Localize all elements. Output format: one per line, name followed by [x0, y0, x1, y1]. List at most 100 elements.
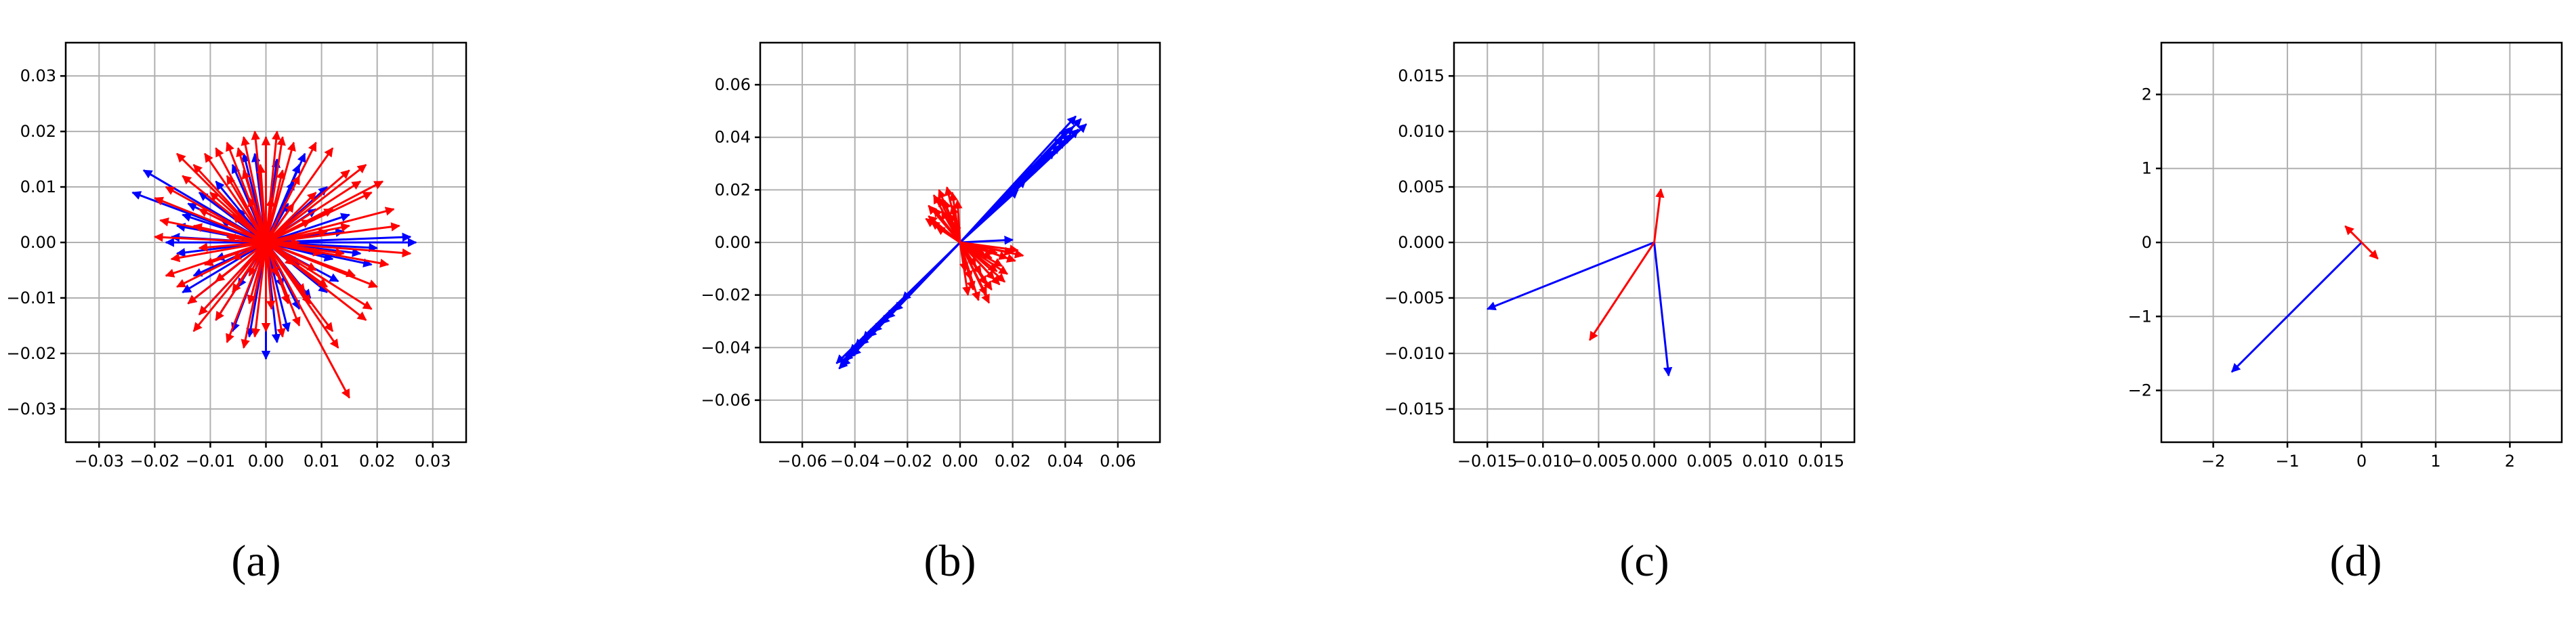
panel-a-arrow-1-72	[226, 233, 266, 244]
panel-a-arrow-1-19	[241, 135, 267, 243]
panel-b-arrow-1-41	[959, 241, 985, 254]
panel-a-ytick-label-4: 0.01	[20, 177, 56, 196]
panel-a-arrow-1-75	[265, 242, 279, 277]
panel-c-arrow-1-0	[1653, 188, 1665, 243]
panel-d: (d) −2 −1 0 1 2 −2 −1 0 1 2	[2128, 41, 2563, 586]
panel-d-xtick-label-4: 2	[2505, 452, 2515, 471]
panel-b-ticks: −0.06 −0.04 −0.02 0.00 0.02 0.04 0.06−0.06−0.0…	[701, 75, 1136, 471]
panel-c-xtick-label-1: −0.010	[1513, 452, 1573, 471]
panel-b-xtick-label-6: 0.06	[1100, 452, 1136, 471]
panel-d-xtick-label-0: −2	[2201, 452, 2225, 471]
panel-a-arrow-1-81	[192, 242, 267, 333]
panel-c-ytick-label-2: −0.005	[1384, 288, 1445, 307]
panel-d-ytick-label-4: 2	[2142, 85, 2152, 104]
panel-a-arrow-1-78	[265, 241, 373, 310]
panel-a-arrow-1-47	[265, 192, 317, 244]
panel-a-arrow-1-7	[266, 207, 395, 244]
panel-c-xtick-label-2: −0.005	[1569, 452, 1629, 471]
panel-c-caption: (c)	[1619, 536, 1669, 586]
panel-a-arrow-1-35	[226, 242, 267, 343]
panel-a-arrow-1-0	[265, 242, 350, 399]
panel-a-ytick-label-3: 0.00	[20, 233, 56, 252]
panel-b-arrow-1-36	[959, 241, 1005, 283]
panel-b-arrow-0-30	[901, 241, 961, 301]
panel-a-arrow-1-37	[251, 242, 267, 338]
panel-c-ytick-label-3: 0.000	[1398, 233, 1445, 252]
panel-a-ytick-label-0: −0.03	[6, 400, 56, 419]
panel-b-ytick-label-3: 0.00	[715, 233, 751, 252]
panel-a-arrow-1-50	[256, 163, 267, 243]
panel-c-xtick-label-3: 0.000	[1631, 452, 1678, 471]
panel-a-arrow-1-54	[198, 208, 267, 244]
panel-c-arrow-1-1	[1589, 242, 1655, 341]
panel-d-ytick-label-3: 1	[2142, 159, 2152, 178]
panel-c-xtick-label-4: 0.005	[1686, 452, 1733, 471]
panel-a-ticks: −0.03 −0.02 −0.01 0.00 0.01 0.02 0.03 −0.03 −0.0…	[6, 66, 451, 471]
panel-b-ytick-label-4: 0.02	[715, 180, 751, 199]
panel-b-ytick-label-2: −0.02	[701, 286, 751, 305]
panel-a-arrow-1-52	[226, 175, 267, 243]
panel-b-xtick-label-0: −0.06	[777, 452, 827, 471]
panel-d-xtick-label-2: 0	[2356, 452, 2367, 471]
panel-a-series-1	[153, 130, 412, 399]
panel-b-xtick-label-2: −0.02	[883, 452, 933, 471]
panel-a-arrow-1-63	[265, 242, 306, 293]
panel-c: (c) −0.015−0.010−0.005 0.000 0.005 0.010 0.0…	[1384, 41, 1856, 586]
panel-d-xtick-label-3: 1	[2430, 452, 2440, 471]
panel-a-arrow-1-48	[265, 175, 301, 243]
panel-a-xtick-label-0: −0.03	[74, 452, 124, 471]
panel-c-grid	[1454, 43, 1854, 442]
panel-b-series-0	[835, 115, 1087, 370]
panel-b-ytick-label-6: 0.06	[715, 75, 751, 94]
panel-a-arrow-1-9	[265, 180, 362, 244]
panel-c-ytick-label-4: 0.005	[1398, 177, 1445, 196]
panel-d-series-1	[2344, 225, 2379, 260]
panel-a-arrow-1-58	[215, 241, 267, 282]
panel-b-series-1	[925, 186, 1024, 304]
panel-a-arrow-1-26	[154, 196, 267, 244]
panel-b-ytick-label-1: −0.04	[701, 338, 751, 357]
panel-c-ytick-label-6: 0.015	[1398, 66, 1445, 85]
panel-b-xtick-label-1: −0.04	[830, 452, 880, 471]
panel-b: (b) −0.06 −0.04 −0.02 0.00 0.02 0.04 0.06−0.06…	[701, 41, 1161, 586]
panel-a-arrow-1-56	[198, 241, 266, 252]
panel-d-arrow-0-0	[2230, 241, 2363, 373]
panel-a-arrow-1-79	[176, 152, 267, 244]
panel-b-xtick-label-3: 0.00	[942, 452, 978, 471]
panel-a-arrow-1-29	[170, 241, 266, 263]
panel-a-arrow-1-61	[265, 242, 276, 310]
panel-b-arrow-1-38	[938, 196, 961, 243]
panel-a-arrow-1-69	[265, 197, 275, 243]
panel-a-arrow-1-66	[266, 228, 329, 244]
panel-a-arrow-1-74	[248, 242, 267, 277]
panel-b-arrow-1-40	[959, 242, 969, 273]
panel-b-arrow-1-14	[925, 217, 961, 244]
panel-c-series-1	[1589, 188, 1665, 341]
panel-a-xtick-label-5: 0.02	[359, 452, 395, 471]
panel-a: (a) −0.03 −0.02 −0.01 0.00 0.01 0.02 0.03−0.03…	[6, 41, 468, 586]
panel-a-arrow-1-33	[198, 241, 267, 316]
panel-b-arrow-1-35	[959, 241, 1024, 259]
panel-b-ytick-label-5: 0.04	[715, 128, 751, 147]
panel-b-arrow-1-39	[949, 205, 961, 243]
panel-c-series-0	[1486, 241, 1673, 377]
panel-a-arrow-1-28	[153, 232, 266, 244]
panel-a-ytick-label-2: −0.01	[6, 288, 56, 307]
panel-a-arrow-1-39	[265, 242, 286, 338]
panel-c-arrow-0-0	[1486, 241, 1655, 311]
panel-b-xtick-label-4: 0.02	[995, 452, 1031, 471]
panel-d-ytick-label-2: 0	[2142, 233, 2152, 252]
panel-d-arrow-1-0	[2344, 225, 2363, 244]
panel-b-caption: (b)	[924, 536, 976, 586]
panel-a-arrow-1-73	[232, 241, 267, 260]
panel-c-ytick-label-0: −0.015	[1384, 400, 1445, 419]
panel-a-caption: (a)	[231, 536, 281, 586]
panel-b-ytick-label-0: −0.06	[701, 391, 751, 410]
panel-d-series-0	[2230, 241, 2363, 373]
panel-d-xtick-label-1: −1	[2275, 452, 2299, 471]
panel-a-arrow-1-80	[265, 180, 384, 244]
panel-b-arrow-1-13	[932, 207, 961, 243]
panel-a-ytick-label-6: 0.03	[20, 66, 56, 85]
panel-b-grid	[760, 43, 1160, 442]
